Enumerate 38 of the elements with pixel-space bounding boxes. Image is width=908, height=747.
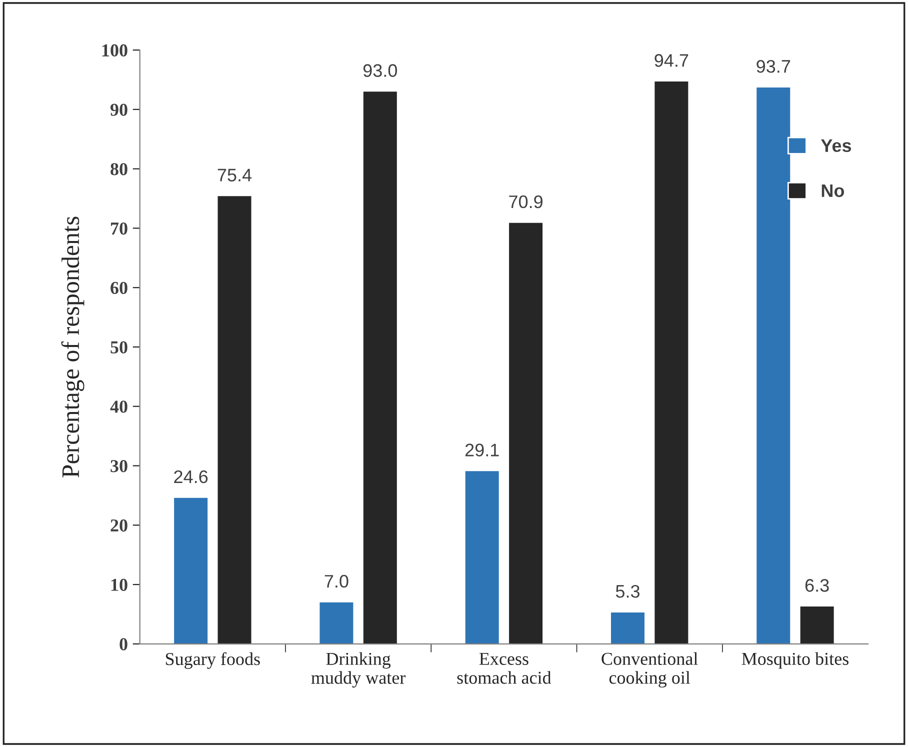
y-tick-label: 100 (102, 44, 128, 56)
legend-label: Yes (820, 139, 852, 152)
bar (654, 82, 688, 644)
data-label: 93.0 (363, 64, 398, 77)
x-tick-label: Drinking muddy water (311, 652, 406, 688)
data-label: 5.3 (616, 584, 640, 598)
data-label: 94.7 (654, 54, 688, 67)
data-label: 24.6 (174, 470, 208, 484)
y-axis-title: Percentage of respondents (61, 216, 84, 478)
bar (218, 196, 252, 644)
x-tick-label: Excess stomach acid (457, 652, 552, 684)
y-tick-label: 90 (110, 104, 128, 116)
data-label: 29.1 (465, 444, 499, 456)
y-tick-label: 20 (110, 519, 128, 532)
bar (465, 471, 499, 644)
bar (174, 498, 208, 644)
y-tick-label: 10 (111, 578, 128, 591)
bar (509, 222, 543, 644)
y-tick-label: 70 (111, 222, 128, 235)
x-tick-label: Conventional cooking oil (602, 652, 698, 688)
x-tick-label: Mosquito bites (742, 652, 848, 669)
data-label: 6.3 (805, 579, 829, 592)
y-tick-label: 80 (110, 163, 128, 176)
bar (320, 602, 354, 644)
bar (610, 612, 644, 644)
data-label: 75.4 (218, 168, 252, 182)
y-tick-label: 30 (110, 460, 128, 472)
y-tick-label: 50 (110, 341, 128, 354)
y-tick-label: 0 (120, 638, 128, 650)
data-label: 7.0 (324, 574, 348, 588)
y-tick-label: 60 (110, 282, 128, 294)
bar (363, 92, 397, 644)
legend-label: No (822, 184, 844, 198)
data-label: 93.7 (756, 60, 790, 73)
x-tick-label: Sugary foods (166, 652, 260, 669)
bar (800, 606, 834, 644)
data-label: 70.9 (509, 195, 543, 208)
y-tick-label: 40 (110, 400, 128, 413)
